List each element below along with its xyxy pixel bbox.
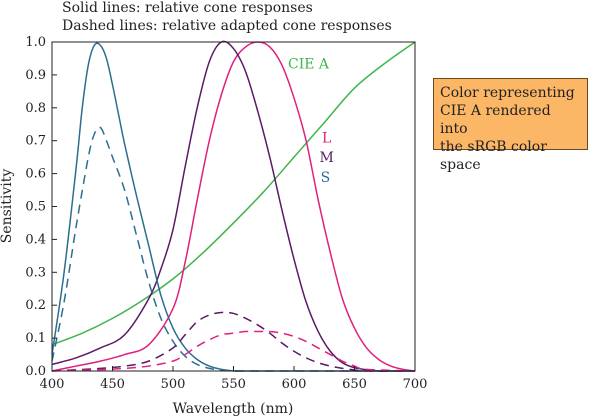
series-line-m-adapted xyxy=(51,311,416,372)
y-tick-label: 0.7 xyxy=(25,134,46,149)
y-tick-label: 0.3 xyxy=(25,265,46,280)
cie-a-color-swatch: Color representing CIE A rendered into t… xyxy=(433,78,588,173)
y-axis-title: Sensitivity xyxy=(0,169,15,244)
y-tick-label: 0.8 xyxy=(25,101,46,116)
y-tick-label: 0.6 xyxy=(25,167,46,182)
callout-line-3: the sRGB color space xyxy=(440,139,547,173)
dashed-lines-note: Dashed lines: relative adapted cone resp… xyxy=(62,18,392,34)
series-label-cie-a: CIE A xyxy=(288,56,330,72)
y-tick-label: 0.9 xyxy=(25,68,46,83)
x-tick-label: 400 xyxy=(40,377,65,392)
y-tick-label: 0.1 xyxy=(25,331,46,346)
y-tick-label: 0.4 xyxy=(25,232,46,247)
series-line-l xyxy=(51,41,416,372)
y-tick-label: 1.0 xyxy=(25,35,46,50)
y-tick-label: 0.2 xyxy=(25,298,46,313)
x-tick-label: 450 xyxy=(100,377,125,392)
series-line-cie-a xyxy=(51,41,416,346)
series-label-s: S xyxy=(321,170,331,186)
series-label-m: M xyxy=(319,150,333,166)
series-line-s-adapted xyxy=(51,126,415,372)
callout-line-2: CIE A rendered into xyxy=(440,103,551,137)
series-line-l-adapted xyxy=(51,330,416,372)
x-tick-label: 600 xyxy=(282,377,307,392)
series-line-m xyxy=(51,40,415,372)
x-tick-label: 550 xyxy=(221,377,246,392)
series-label-l: L xyxy=(322,130,331,146)
y-tick-label: 0.0 xyxy=(25,364,46,379)
y-tick-label: 0.5 xyxy=(25,200,46,215)
x-tick-label: 700 xyxy=(403,377,428,392)
solid-lines-note: Solid lines: relative cone responses xyxy=(62,0,313,16)
callout-line-1: Color representing xyxy=(440,85,575,101)
x-tick-label: 500 xyxy=(161,377,186,392)
x-axis-title: Wavelength (nm) xyxy=(173,401,294,417)
x-tick-label: 650 xyxy=(342,377,367,392)
